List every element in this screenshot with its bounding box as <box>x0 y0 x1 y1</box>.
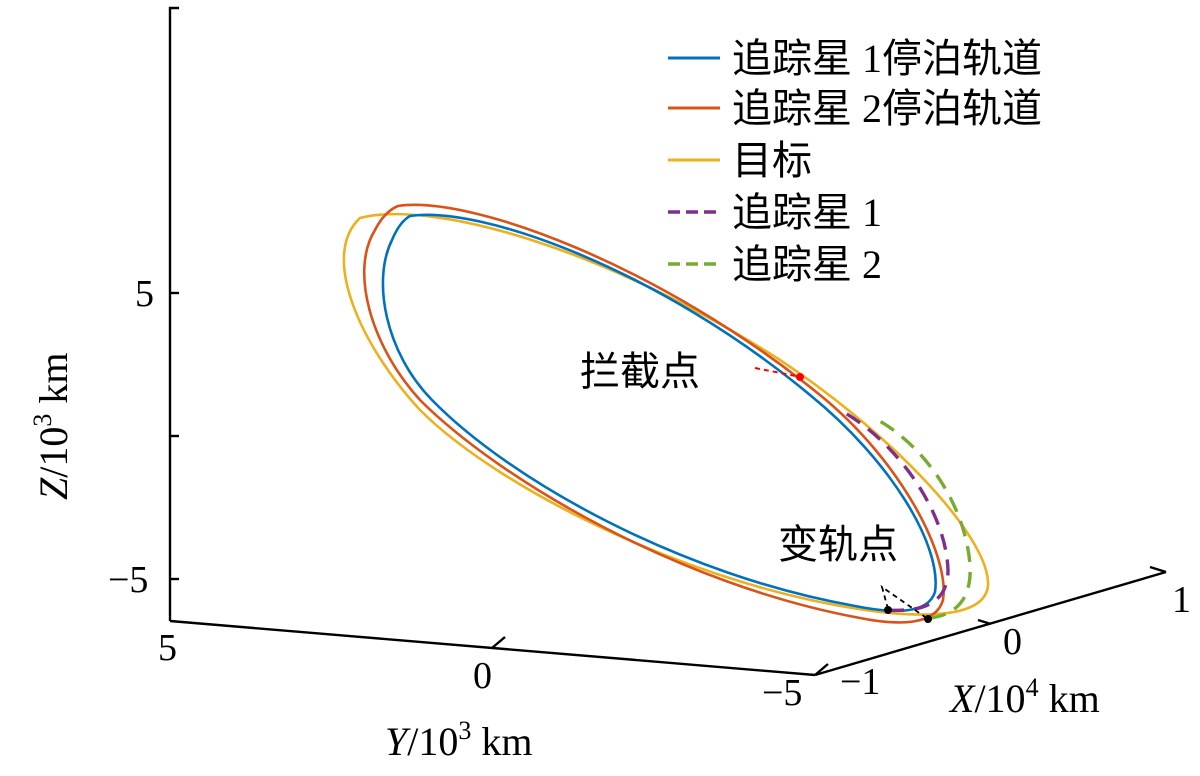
legend-label: 追踪星 1 <box>732 190 882 235</box>
transfer-point-1 <box>884 606 892 614</box>
y-tick-label-0: 0 <box>473 655 492 697</box>
y-axis-label-km: km <box>471 719 532 764</box>
legend-item-chaser2: 追踪星 2 <box>668 242 882 287</box>
z-axis-label-km: km <box>31 353 76 414</box>
legend-item-chaser1-parking: 追踪星 1停泊轨道 <box>668 36 1042 81</box>
z-axis-line <box>168 6 179 621</box>
x-axis-end-cap <box>1149 565 1167 574</box>
series-chaser2-parking-orbit <box>363 203 945 624</box>
y-tick-0 <box>491 636 506 649</box>
intercept-point <box>796 373 804 381</box>
transfer-point-2 <box>924 615 932 623</box>
annotation-intercept: 拦截点 <box>580 349 700 394</box>
series-chaser1-parking-orbit <box>381 213 937 613</box>
annotation-transfer: 变轨点 <box>778 522 898 567</box>
x-tick-label-0: 0 <box>1003 621 1022 663</box>
z-axis-label-unit: /10 <box>31 427 76 478</box>
y-tick-label-minus5: −5 <box>762 672 802 714</box>
series-chaser2-transfer <box>877 418 972 620</box>
z-tick-label-5: 5 <box>135 273 154 315</box>
legend-label: 目标 <box>732 138 812 183</box>
z-axis-label: Z/103 km <box>28 353 76 501</box>
legend-item-chaser1: 追踪星 1 <box>668 190 882 235</box>
tick-labels: 5 −5 5 0 −5 −1 0 1 <box>108 273 1191 714</box>
legend-label: 追踪星 1停泊轨道 <box>732 36 1042 81</box>
legend-item-chaser2-parking: 追踪星 2停泊轨道 <box>668 86 1042 131</box>
x-axis-label-var: X <box>948 676 976 721</box>
x-axis-label-exp: 4 <box>1026 673 1039 702</box>
z-axis-label-exp: 3 <box>28 414 57 427</box>
legend: 追踪星 1停泊轨道 追踪星 2停泊轨道 目标 追踪星 1 追踪星 2 <box>668 36 1042 287</box>
y-axis-label-var: Y <box>385 719 411 764</box>
series-chaser1-transfer <box>839 408 950 613</box>
x-tick-label-1: 1 <box>1172 579 1191 621</box>
x-tick-label-minus1: −1 <box>840 661 880 703</box>
plot-area <box>342 203 990 624</box>
x-tick-0 <box>977 618 992 626</box>
intercept-marker-line <box>754 367 797 377</box>
y-axis-label-exp: 3 <box>458 716 471 745</box>
x-axis-label-km: km <box>1039 676 1100 721</box>
y-tick-label-5: 5 <box>158 627 177 669</box>
y-axis-label: Y/103 km <box>385 716 533 764</box>
z-axis-label-var: Z <box>31 477 76 500</box>
y-tick-minus5 <box>814 663 829 676</box>
x-axis-label: X/104 km <box>948 673 1100 721</box>
z-tick-label-minus5: −5 <box>108 559 148 601</box>
legend-label: 追踪星 2 <box>732 242 882 287</box>
axes-frame <box>168 6 1167 677</box>
transfer-marker-lines <box>880 584 929 620</box>
legend-item-target: 目标 <box>668 138 812 183</box>
legend-label: 追踪星 2停泊轨道 <box>732 86 1042 131</box>
x-axis-label-unit: /10 <box>974 676 1025 721</box>
y-axis-label-unit: /10 <box>407 719 458 764</box>
